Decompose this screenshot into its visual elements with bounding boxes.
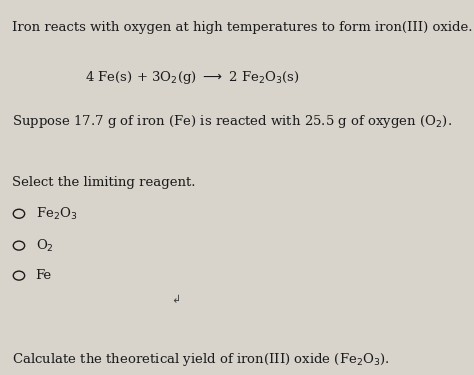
Text: Calculate the theoretical yield of iron(III) oxide (Fe$_2$O$_3$).: Calculate the theoretical yield of iron(…: [12, 351, 390, 368]
Text: O$_2$: O$_2$: [36, 238, 54, 254]
Text: Iron reacts with oxygen at high temperatures to form iron(III) oxide.: Iron reacts with oxygen at high temperat…: [12, 21, 473, 34]
Text: Fe$_2$O$_3$: Fe$_2$O$_3$: [36, 206, 77, 222]
Text: Select the limiting reagent.: Select the limiting reagent.: [12, 176, 195, 189]
Text: ↲: ↲: [171, 295, 180, 305]
Text: 4 Fe(s) + 3O$_2$(g) $\longrightarrow$ 2 Fe$_2$O$_3$(s): 4 Fe(s) + 3O$_2$(g) $\longrightarrow$ 2 …: [85, 69, 300, 86]
Text: Suppose 17.7 g of iron (Fe) is reacted with 25.5 g of oxygen (O$_2$).: Suppose 17.7 g of iron (Fe) is reacted w…: [12, 112, 452, 129]
Text: Fe: Fe: [36, 269, 52, 282]
